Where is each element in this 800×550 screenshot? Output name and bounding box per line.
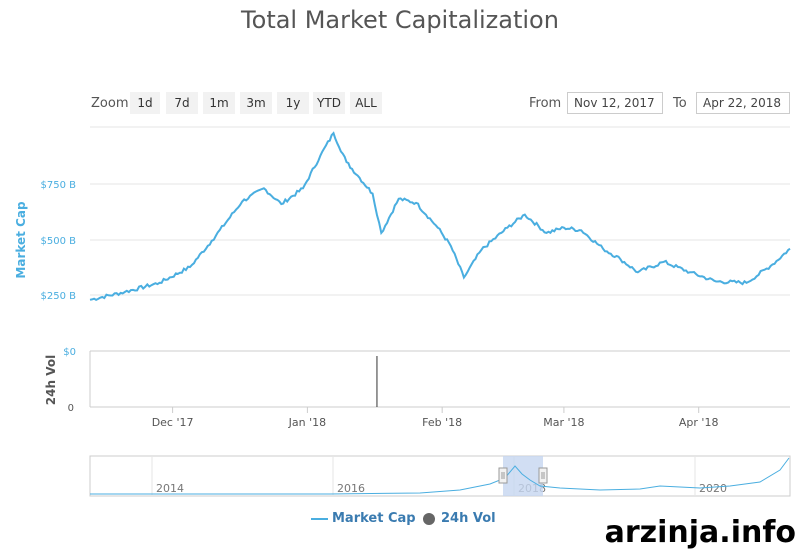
y-tick-500: $500 B [41,236,77,247]
navigator-handle-left[interactable] [498,467,508,484]
zoom-1y-button[interactable]: 1y [277,92,309,114]
zoom-1m-button[interactable]: 1m [203,92,235,114]
range-to-input[interactable]: Apr 22, 2018 [696,92,790,114]
navigator-tick-2020: 2020 [699,482,727,495]
x-tick-label: Feb '18 [422,416,462,429]
x-tick-label: Jan '18 [288,416,326,429]
y-tick-250: $250 B [41,291,77,302]
navigator-handle-right[interactable] [538,467,548,484]
legend-vol-symbol [423,513,435,525]
zoom-7d-button[interactable]: 7d [166,92,198,114]
market-cap-series-line [89,131,791,302]
zoom-label: Zoom [91,96,129,111]
zoom-3m-button[interactable]: 3m [240,92,272,114]
range-from-label: From [529,96,562,111]
navigator-tick-2016: 2016 [337,482,365,495]
navigator-frame [89,455,791,497]
y2-tick-0: 0 [68,403,74,414]
x-tick-label: Dec '17 [152,416,194,429]
zoom-all-button[interactable]: ALL [350,92,382,114]
x-tick-label: Mar '18 [543,416,584,429]
navigator-selection[interactable] [503,456,543,496]
x-tick-label: Apr '18 [679,416,719,429]
y-tick-750: $750 B [41,180,77,191]
y-axis-title: Market Cap [14,201,28,279]
range-to-label: To [673,96,687,111]
zoom-1d-button[interactable]: 1d [130,92,160,114]
watermark-logo: arzinja.info [604,515,796,550]
y2-tick-0-dollar: $0 [63,347,76,358]
legend-market-cap[interactable]: Market Cap [332,511,416,526]
chart-title: Total Market Capitalization [241,6,559,34]
zoom-ytd-button[interactable]: YTD [313,92,345,114]
navigator-series-line [90,457,790,495]
legend-vol[interactable]: 24h Vol [441,511,496,526]
navigator-tick-2014: 2014 [156,482,184,495]
range-from-input[interactable]: Nov 12, 2017 [567,92,663,114]
y2-axis-title: 24h Vol [44,355,58,405]
